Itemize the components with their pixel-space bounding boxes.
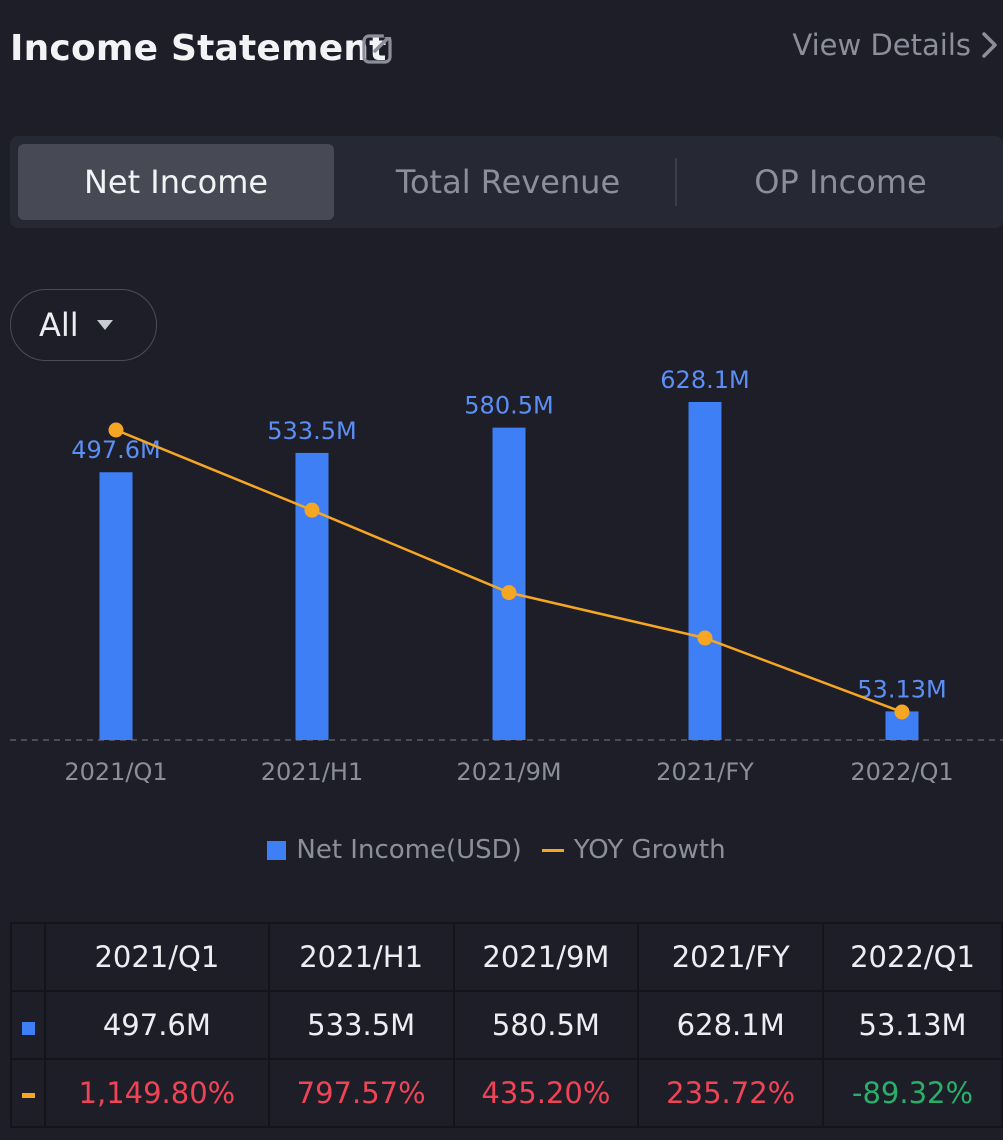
x-tick-label: 2022/Q1: [850, 758, 953, 786]
legend-swatch-net-income: [267, 840, 287, 860]
bar-label: 628.1M: [660, 366, 749, 394]
table-header-row: 2021/Q1 2021/H1 2021/9M 2021/FY 2022/Q1: [10, 922, 1003, 992]
edit-icon[interactable]: [360, 28, 398, 66]
legend-item-yoy-growth[interactable]: YOY Growth: [541, 835, 726, 865]
table-row-yoy-growth: 1,149.80% 797.57% 435.20% 235.72% -89.32…: [10, 1058, 1003, 1128]
x-tick-label: 2021/FY: [656, 758, 754, 786]
header: Income Statement View Details: [10, 22, 1003, 78]
bar-marker-icon: [21, 1022, 35, 1035]
tab-total-revenue[interactable]: Total Revenue: [395, 163, 621, 201]
period-filter-dropdown[interactable]: All: [10, 289, 157, 361]
period-filter-value: All: [39, 306, 79, 344]
table-corner-cell: [10, 922, 46, 992]
table-cell: 435.20%: [452, 1058, 640, 1128]
tab-op-income[interactable]: OP Income: [754, 163, 927, 201]
x-tick-label: 2021/Q1: [64, 758, 167, 786]
table-row-marker: [10, 990, 46, 1060]
table-cell: -89.32%: [822, 1058, 1003, 1128]
tab-net-income[interactable]: Net Income: [18, 144, 334, 220]
bar-2021/FY: [688, 402, 722, 740]
table-header-cell: 2021/Q1: [44, 922, 270, 992]
data-table: 2021/Q1 2021/H1 2021/9M 2021/FY 2022/Q1 …: [10, 922, 1003, 1128]
chevron-right-icon: [982, 32, 997, 58]
table-header-cell: 2021/9M: [452, 922, 640, 992]
line-marker-icon: [21, 1092, 35, 1098]
caret-down-icon: [96, 320, 113, 330]
table-header-cell: 2022/Q1: [822, 922, 1003, 992]
yoy-growth-point: [697, 630, 713, 646]
bar-2021/H1: [295, 452, 329, 740]
table-header-cell: 2021/FY: [637, 922, 825, 992]
table-row-net-income: 497.6M 533.5M 580.5M 628.1M 53.13M: [10, 990, 1003, 1060]
bar-label: 533.5M: [267, 417, 356, 445]
view-details-label: View Details: [792, 28, 971, 62]
view-details-link[interactable]: View Details: [792, 28, 999, 62]
table-row-marker: [10, 1058, 46, 1128]
table-cell: 497.6M: [44, 990, 270, 1060]
yoy-growth-point: [894, 704, 910, 720]
legend-label-net-income: Net Income(USD): [296, 835, 522, 865]
legend-label-yoy-growth: YOY Growth: [573, 835, 726, 865]
table-cell: 533.5M: [267, 990, 455, 1060]
chart-legend: Net Income(USD) YOY Growth: [0, 835, 993, 865]
yoy-growth-point: [501, 585, 517, 601]
table-cell: 797.57%: [267, 1058, 455, 1128]
bar-2021/9M: [492, 427, 526, 740]
bar-label: 497.6M: [71, 436, 160, 464]
table-cell: 53.13M: [822, 990, 1003, 1060]
bar-label: 53.13M: [857, 675, 946, 703]
table-cell: 580.5M: [452, 990, 640, 1060]
table-header-cell: 2021/H1: [267, 922, 455, 992]
net-income-chart: 497.6M 533.5M 580.5M 628.1M 53.13M 2021/Q1 202…: [10, 366, 1003, 786]
metric-tabs: Net Income Total Revenue OP Income: [10, 136, 1003, 228]
x-tick-label: 2021/H1: [261, 758, 363, 786]
bar-label: 580.5M: [464, 392, 553, 420]
tab-divider: [675, 158, 677, 206]
legend-swatch-yoy-growth: [541, 848, 564, 852]
table-cell: 1,149.80%: [44, 1058, 270, 1128]
table-cell: 628.1M: [637, 990, 825, 1060]
x-tick-label: 2021/9M: [456, 758, 561, 786]
page-title: Income Statement: [10, 28, 387, 69]
legend-item-net-income[interactable]: Net Income(USD): [267, 835, 522, 865]
table-cell: 235.72%: [637, 1058, 825, 1128]
yoy-growth-point: [108, 422, 124, 438]
yoy-growth-point: [304, 502, 320, 518]
bar-2021/Q1: [99, 472, 133, 740]
